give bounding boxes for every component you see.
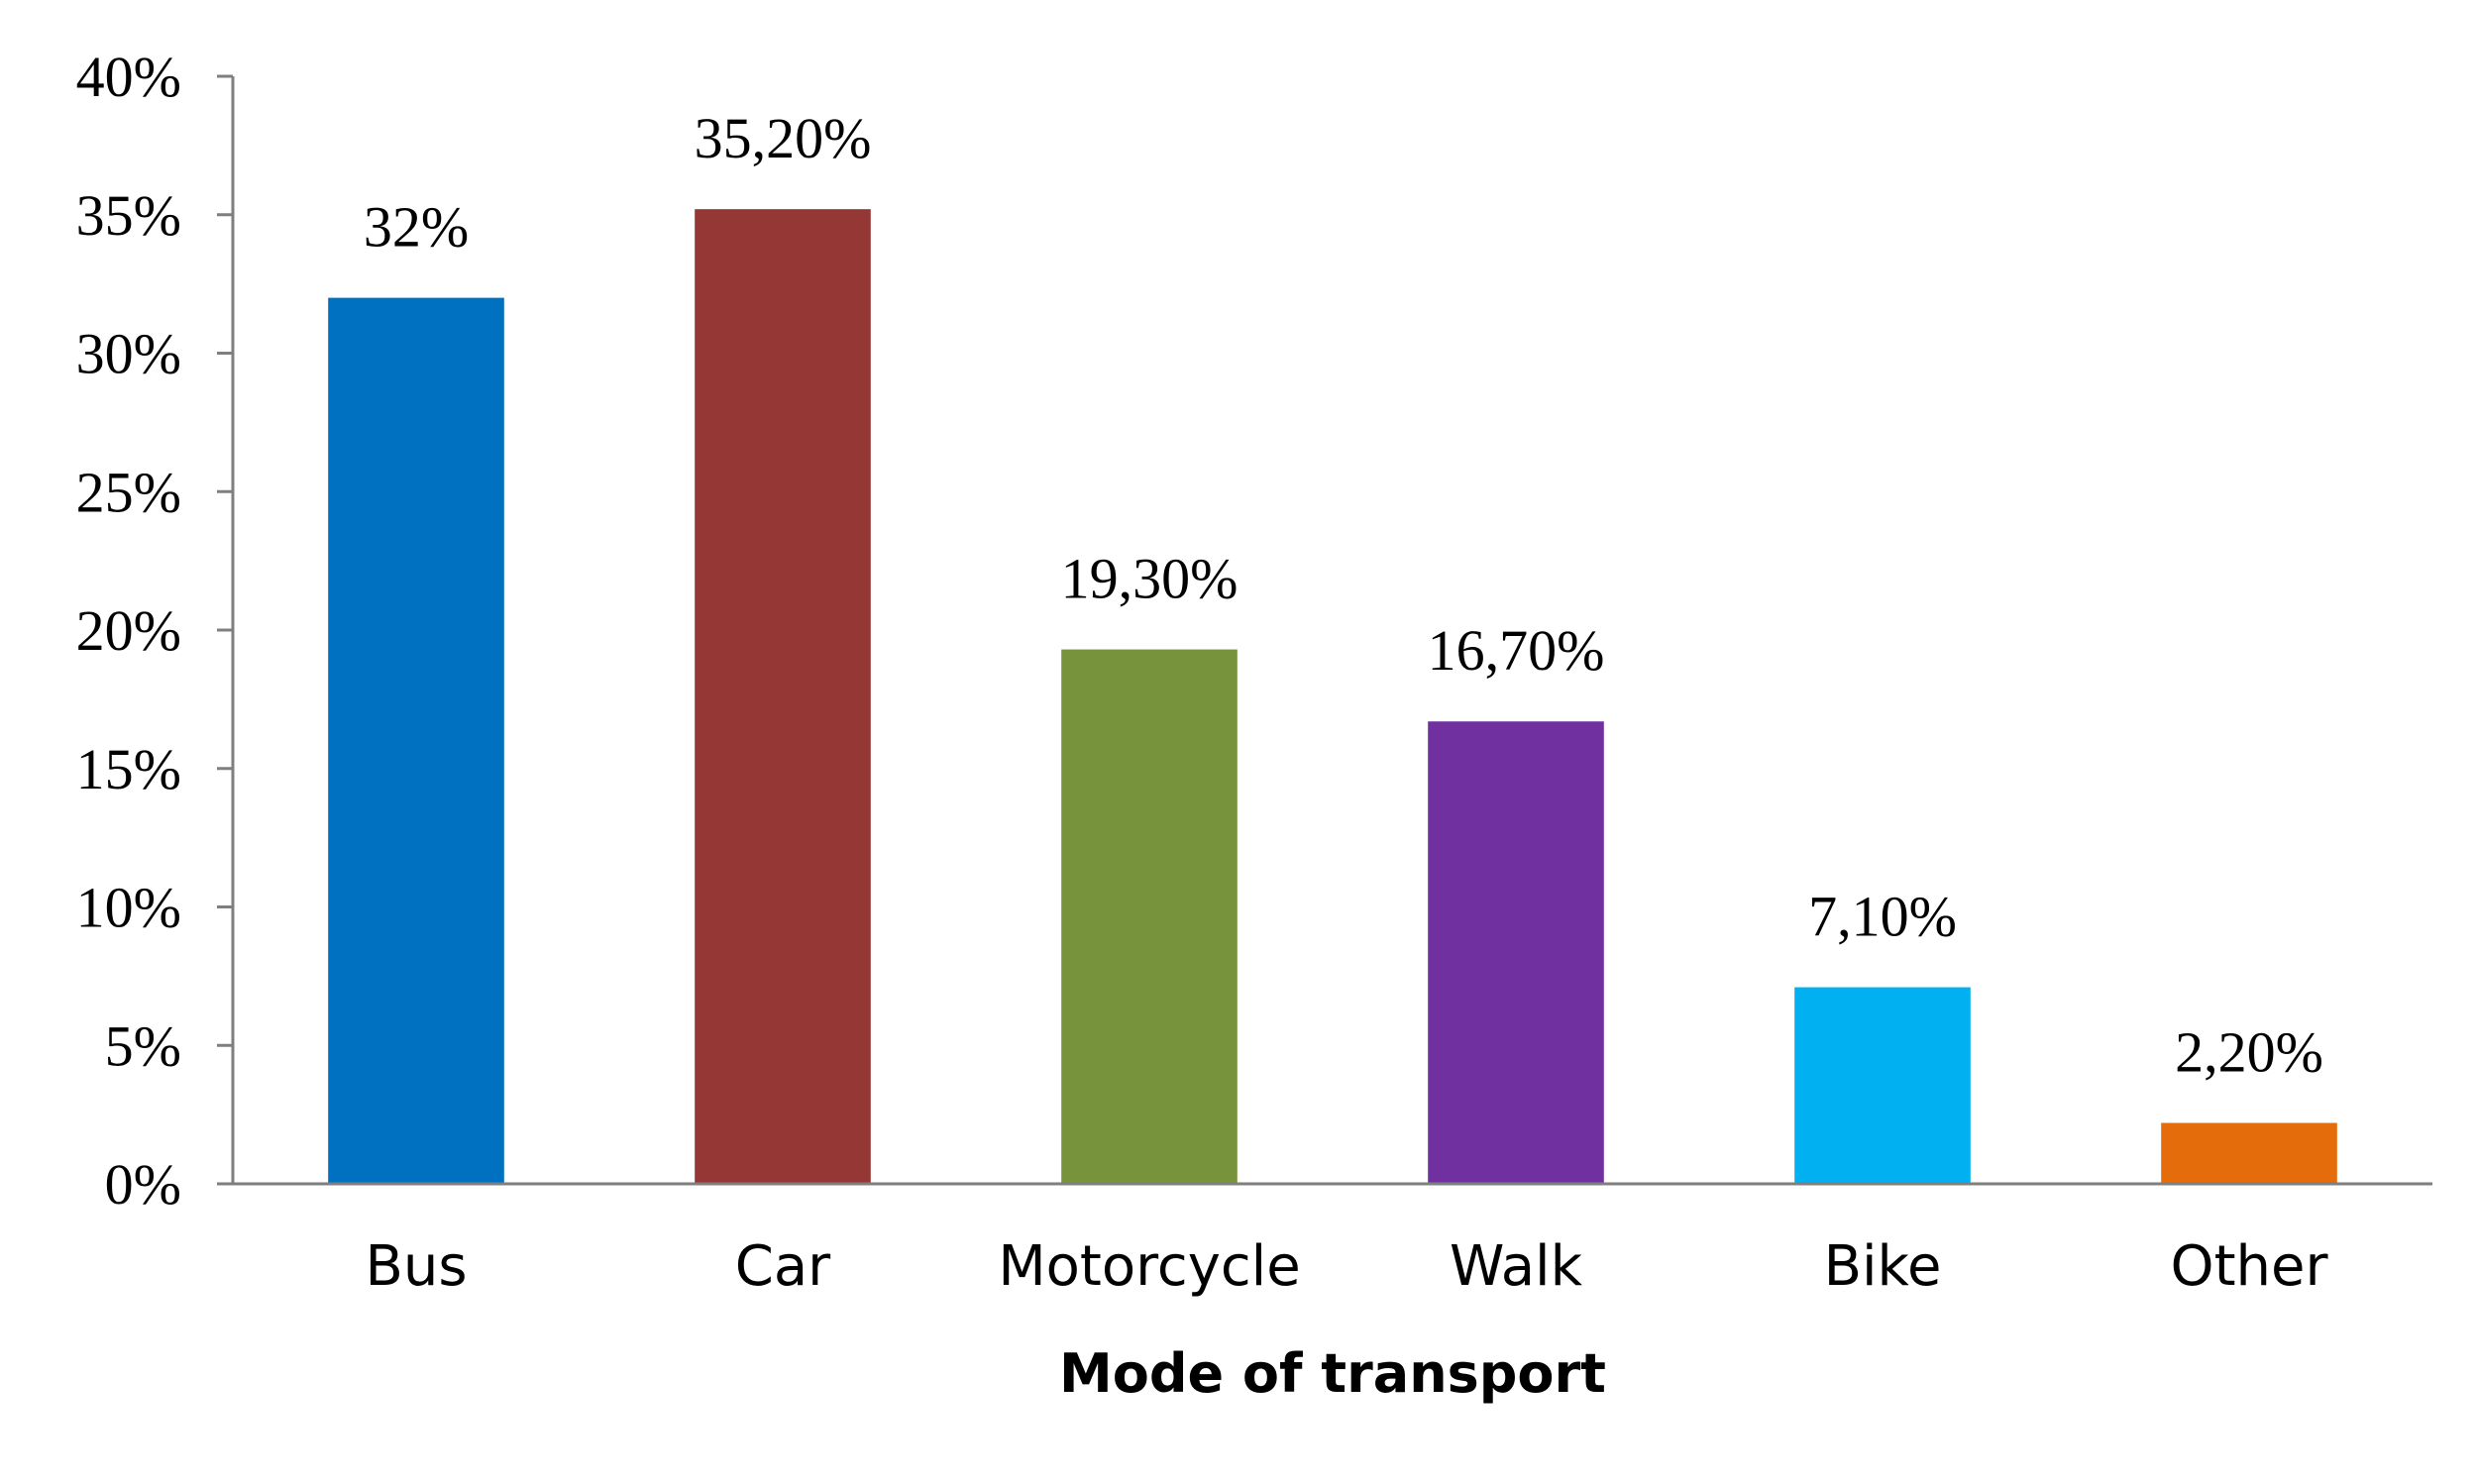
y-tick-label: 40% [76, 45, 181, 109]
data-label: 7,10% [1808, 885, 1957, 949]
x-tick-label: Bike [1824, 1234, 1942, 1299]
y-tick-label: 15% [76, 737, 181, 801]
x-tick-label: Other [2170, 1234, 2328, 1299]
category-labels: Bus Car Motorcycle Walk Bike Other [365, 1234, 2328, 1299]
bars [328, 209, 2337, 1185]
data-label: 32% [364, 195, 469, 260]
y-tick-label: 30% [76, 322, 181, 386]
x-tick-label: Car [735, 1234, 831, 1299]
bar-bus [328, 297, 504, 1185]
data-label: 2,20% [2175, 1020, 2323, 1085]
x-tick-label: Bus [365, 1234, 467, 1299]
x-tick-label: Walk [1450, 1234, 1583, 1299]
x-tick-label: Motorcycle [998, 1234, 1300, 1299]
bar-walk [1428, 721, 1604, 1184]
y-tick-label: 20% [76, 598, 181, 663]
y-tick-label: 25% [76, 460, 181, 524]
y-axis-ticks: 0% 5% 10% 15% 20% 25% 30% 35% 40% [76, 45, 233, 1217]
data-labels: 32% 35,20% 19,30% 16,70% 7,10% 2,20% [364, 106, 2323, 1084]
data-label: 35,20% [695, 106, 872, 170]
bar-motorcycle [1061, 649, 1238, 1184]
bar-other [2161, 1122, 2337, 1184]
x-axis-title: Mode of transport [1059, 1342, 1606, 1405]
y-tick-label: 0% [105, 1152, 181, 1217]
data-label: 16,70% [1428, 618, 1605, 683]
bar-car [695, 209, 871, 1184]
y-tick-label: 35% [76, 183, 181, 248]
y-tick-label: 5% [105, 1013, 181, 1078]
y-tick-label: 10% [76, 876, 181, 940]
bar-bike [1794, 987, 1971, 1184]
data-label: 19,30% [1061, 547, 1238, 611]
